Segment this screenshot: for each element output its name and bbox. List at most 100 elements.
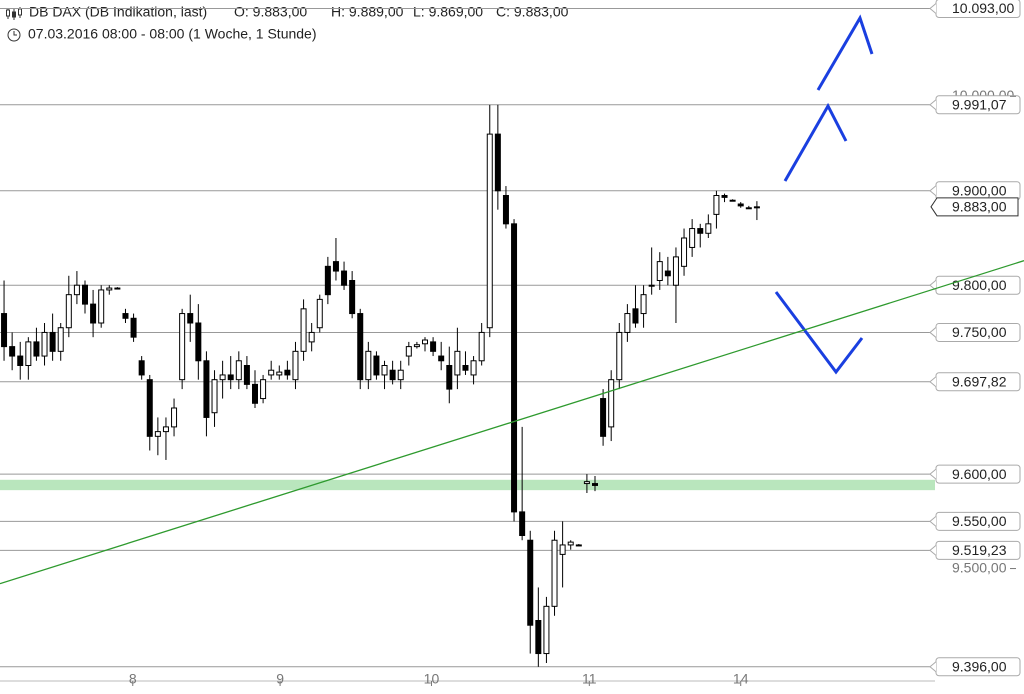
candle (252, 370, 258, 408)
last-price-label: 9.883,00 (952, 199, 1007, 215)
candle (624, 304, 631, 342)
candle-body (268, 369, 275, 376)
x-tick-label: 10 (424, 671, 440, 687)
candle (494, 104, 501, 210)
candle-body (357, 313, 364, 381)
candle-body (381, 365, 388, 376)
candle (276, 365, 283, 380)
level-label-pointer (929, 185, 937, 197)
candle (559, 521, 566, 588)
candle-body (616, 331, 623, 381)
level-label: 9.750,00 (952, 324, 1007, 340)
candle-body (203, 360, 210, 418)
candle (187, 294, 194, 342)
candle (219, 360, 226, 399)
candle (543, 596, 550, 663)
candle (211, 370, 218, 427)
candle (648, 247, 655, 295)
candle (138, 356, 145, 380)
candle (203, 351, 210, 437)
highlight-band (0, 479, 935, 491)
candle-body (57, 327, 64, 352)
candle (454, 327, 461, 390)
candle (478, 323, 485, 366)
candle (25, 337, 32, 380)
candle-body (592, 483, 598, 486)
trendline (0, 260, 1024, 585)
candle-body (745, 207, 752, 210)
candle-body (559, 544, 566, 555)
candle (405, 341, 412, 366)
candle-body (713, 195, 720, 215)
level-label: 9.800,00 (952, 277, 1007, 293)
candle-body (65, 294, 72, 329)
candle (486, 104, 493, 338)
candle (567, 540, 574, 550)
candle-body (583, 481, 590, 485)
candle-body (276, 371, 283, 376)
candle-body (373, 355, 380, 376)
candle-body (146, 379, 153, 437)
candle (324, 256, 331, 305)
candle-body (316, 298, 323, 329)
candle-body (171, 407, 178, 428)
candle (57, 323, 64, 361)
close-value: C: 9.883,00 (496, 4, 569, 20)
candle-body (753, 206, 760, 209)
open-value: O: 9.883,00 (234, 4, 307, 20)
candle (632, 285, 639, 328)
clock-icon (7, 28, 21, 42)
candle-body (438, 355, 445, 362)
candle-body (41, 331, 48, 357)
candle-body (502, 195, 509, 225)
candle (608, 370, 615, 442)
candle (308, 323, 315, 352)
candle-body (9, 346, 16, 357)
candle (551, 530, 558, 616)
candle-body (535, 620, 542, 655)
plot-layer (0, 8, 935, 668)
candle (98, 285, 105, 328)
candle-body (98, 289, 105, 324)
candle (430, 337, 437, 357)
candle-body (73, 284, 80, 296)
candle (357, 308, 364, 390)
candle (689, 219, 696, 257)
candle-body (332, 261, 339, 272)
candle (446, 346, 453, 404)
candle (519, 426, 526, 541)
candle (41, 323, 48, 366)
level-label-pointer (929, 327, 937, 338)
candle (106, 285, 113, 295)
candle-body (397, 369, 404, 381)
candle (292, 341, 299, 390)
candle-body (349, 280, 356, 315)
candle (243, 356, 250, 390)
candle (235, 351, 242, 390)
candle-body (737, 203, 744, 207)
candle-body (90, 303, 97, 324)
candle-body (478, 331, 485, 362)
candle (535, 587, 542, 667)
y-tick-label: 9.500,00 (952, 559, 1007, 575)
level-label: 9.550,00 (952, 513, 1007, 529)
level-label: 10.093,00 (952, 0, 1014, 16)
candle (341, 261, 348, 290)
candle (179, 308, 186, 390)
candle-body (486, 133, 493, 329)
candle-body (341, 270, 348, 286)
candle-body (130, 317, 137, 338)
candle (583, 474, 590, 493)
candle-body (697, 228, 704, 234)
candle-body (672, 256, 679, 286)
candle (389, 360, 396, 385)
candle (82, 280, 88, 314)
candle-body (235, 360, 242, 381)
candle-body (519, 511, 526, 536)
x-tick-label: 11 (582, 671, 597, 687)
candle (511, 219, 518, 522)
candle-body (729, 199, 736, 202)
candle-body (187, 313, 194, 324)
level-label-pointer (929, 545, 937, 556)
candle-body (567, 541, 574, 546)
